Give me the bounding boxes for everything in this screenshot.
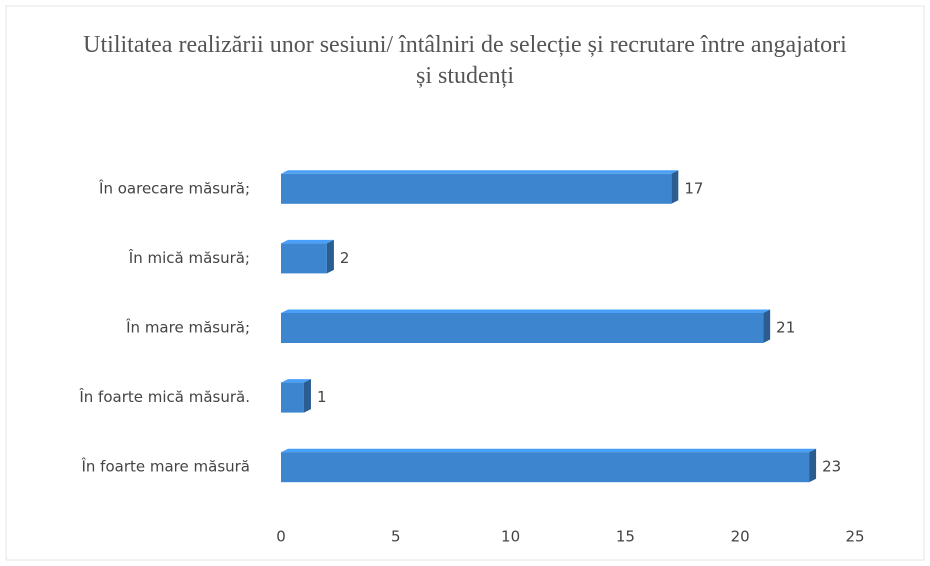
bar-side xyxy=(303,379,311,413)
bar-front xyxy=(281,382,304,413)
data-label: 1 xyxy=(317,388,327,406)
y-tick-label: În mare măsură; xyxy=(125,318,250,337)
bar-front xyxy=(281,452,810,483)
y-tick-label: În foarte mică măsură. xyxy=(78,387,250,406)
data-label: 2 xyxy=(340,249,350,267)
bar-side xyxy=(671,170,679,204)
y-tick-label: În foarte mare măsură xyxy=(80,457,250,476)
bar-side xyxy=(326,239,334,274)
data-label: 21 xyxy=(776,319,795,337)
y-tick-label: În mică măsură; xyxy=(128,248,250,267)
x-tick-label: 5 xyxy=(391,528,401,546)
bar-front xyxy=(281,243,327,274)
data-label: 23 xyxy=(822,458,841,476)
bar-top xyxy=(281,379,311,383)
data-label: 17 xyxy=(684,179,703,197)
bar-top xyxy=(281,170,679,174)
bar-top xyxy=(281,239,334,244)
bar-side xyxy=(809,448,817,483)
bar xyxy=(281,239,334,274)
bar xyxy=(281,170,679,204)
bar-front xyxy=(281,173,672,204)
x-tick-label: 15 xyxy=(616,528,635,546)
y-tick-label: În oarecare măsură; xyxy=(98,178,250,197)
bar xyxy=(281,309,771,343)
chart-border xyxy=(5,5,925,561)
bar-top xyxy=(281,309,771,313)
bar-top xyxy=(281,448,817,453)
x-tick-label: 10 xyxy=(501,528,520,546)
bar-side xyxy=(763,309,771,343)
bar xyxy=(281,379,311,413)
bar xyxy=(281,448,817,483)
x-tick-label: 20 xyxy=(731,528,750,546)
chart-title: Utilitatea realizării unor sesiuni/ întâ… xyxy=(83,32,847,89)
x-tick-label: 0 xyxy=(276,528,286,546)
bar-front xyxy=(281,313,764,343)
x-tick-label: 25 xyxy=(845,528,864,546)
